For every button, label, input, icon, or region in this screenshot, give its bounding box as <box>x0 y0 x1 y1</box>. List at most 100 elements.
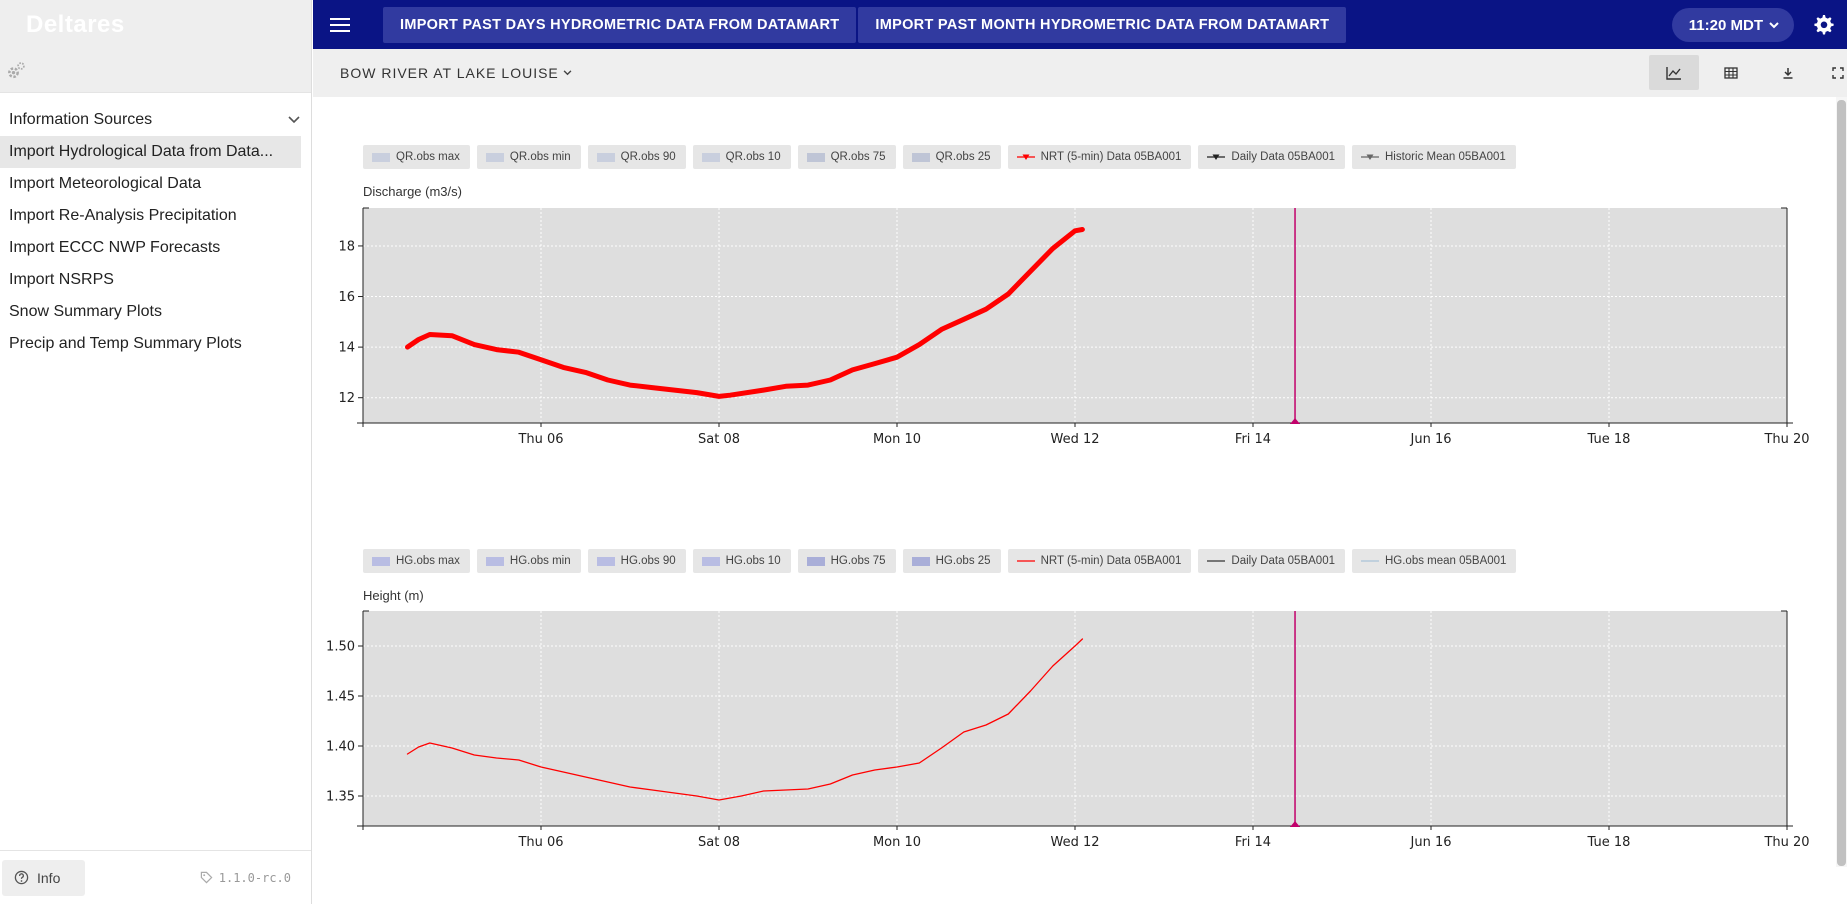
legend-item[interactable]: QR.obs 75 <box>797 145 896 169</box>
legend-item[interactable]: QR.obs 25 <box>902 145 1001 169</box>
menu-toggle-button[interactable] <box>318 0 362 49</box>
nrt-series-line <box>405 227 1085 399</box>
brand-name: Deltares <box>26 10 125 38</box>
x-tick-label: Jun 16 <box>1410 432 1452 447</box>
y-tick-label: 16 <box>338 290 355 305</box>
chevron-down-icon <box>563 70 572 76</box>
legend-item[interactable]: HG.obs 25 <box>902 549 1001 573</box>
legend-item[interactable]: HG.obs 75 <box>797 549 896 573</box>
x-tick-label: Mon 10 <box>873 432 921 447</box>
x-tick-label: Tue 18 <box>1587 835 1631 850</box>
help-circle-icon <box>14 870 29 885</box>
discharge-chart[interactable]: 12 14 16 18 Thu 06 Sat 08 Mon 10 Wed 12 Fri 14 Ju… <box>313 200 1843 490</box>
legend-swatch <box>485 556 504 566</box>
legend-item[interactable]: NRT (5-min) Data 05BA001 <box>1007 145 1192 169</box>
legend-item[interactable]: Daily Data 05BA001 <box>1198 145 1345 169</box>
sidebar-item-import-meteorological-data[interactable]: Import Meteorological Data <box>0 168 311 200</box>
sidebar-footer: Info 1.1.0-rc.0 <box>0 850 311 904</box>
legend-item[interactable]: NRT (5-min) Data 05BA001 <box>1007 549 1192 573</box>
nrt-series-line <box>406 638 1084 801</box>
legend-label: HG.obs 10 <box>725 555 781 567</box>
time-zone-selector[interactable]: 11:20 MDT <box>1671 8 1794 42</box>
import-past-month-button[interactable]: IMPORT PAST MONTH HYDROMETRIC DATA FROM … <box>858 6 1347 43</box>
legend-item[interactable]: QR.obs min <box>476 145 581 169</box>
legend-item[interactable]: HG.obs max <box>363 549 470 573</box>
legend-swatch <box>372 556 390 566</box>
legend-label: NRT (5-min) Data 05BA001 <box>1040 555 1182 567</box>
x-tick-label: Thu 20 <box>1763 835 1809 850</box>
legend-item[interactable]: QR.obs 90 <box>587 145 686 169</box>
legend-line-swatch <box>1207 154 1226 160</box>
info-button[interactable]: Info <box>2 859 85 896</box>
sidebar-item-precip-temp-summary-plots[interactable]: Precip and Temp Summary Plots <box>0 328 311 360</box>
x-tick-label: Wed 12 <box>1050 835 1099 850</box>
settings-gear-icon[interactable] <box>1811 13 1835 37</box>
download-button[interactable] <box>1763 55 1813 90</box>
x-tick-label: Mon 10 <box>873 835 921 850</box>
discharge-legend: QR.obs max QR.obs min QR.obs 90 QR.obs 10 QR… <box>363 145 1516 169</box>
legend-label: HG.obs min <box>509 555 571 567</box>
sidebar-item-label: Precip and Temp Summary Plots <box>9 335 242 352</box>
legend-label: Daily Data 05BA001 <box>1231 151 1335 163</box>
brand-logo[interactable]: Deltares <box>0 0 311 49</box>
legend-label: QR.obs max <box>396 151 460 163</box>
sidebar-item-import-nsrps[interactable]: Import NSRPS <box>0 264 311 296</box>
info-button-label: Info <box>37 869 61 886</box>
table-view-button[interactable] <box>1706 55 1756 90</box>
sidebar-item-snow-summary-plots[interactable]: Snow Summary Plots <box>0 296 311 328</box>
x-tick-label: Wed 12 <box>1050 432 1099 447</box>
gears-icon[interactable] <box>6 61 26 81</box>
legend-label: Historic Mean 05BA001 <box>1384 151 1506 163</box>
legend-line-swatch <box>1016 560 1035 562</box>
legend-item[interactable]: QR.obs max <box>363 145 470 169</box>
legend-swatch <box>701 556 720 566</box>
y-tick-label: 14 <box>338 341 355 356</box>
legend-swatch <box>485 152 504 162</box>
legend-item[interactable]: QR.obs 10 <box>692 145 791 169</box>
legend-item[interactable]: Daily Data 05BA001 <box>1198 549 1345 573</box>
y-tick-label: 1.45 <box>326 690 355 705</box>
legend-label: QR.obs 10 <box>725 151 781 163</box>
time-label: 11:20 MDT <box>1688 16 1763 34</box>
chart-view-button[interactable] <box>1649 55 1699 90</box>
scrollbar-thumb[interactable] <box>1837 100 1846 866</box>
location-selector[interactable]: BOW RIVER AT LAKE LOUISE <box>340 65 572 81</box>
y-tick-label: 1.40 <box>326 740 355 755</box>
legend-label: QR.obs min <box>509 151 571 163</box>
legend-swatch <box>806 152 825 162</box>
sidebar-item-import-hydrological-data[interactable]: Import Hydrological Data from Data... <box>0 136 301 168</box>
x-tick-label: Sat 08 <box>698 432 740 447</box>
fullscreen-button[interactable] <box>1813 55 1847 90</box>
height-chart[interactable]: 1.35 1.40 1.45 1.50 Thu 06 Sat 08 Mon 10 Wed 12… <box>313 604 1843 899</box>
now-marker-handle[interactable] <box>1290 821 1301 827</box>
legend-item[interactable]: HG.obs 10 <box>692 549 791 573</box>
y-tick-label: 1.35 <box>326 790 355 805</box>
now-marker-handle[interactable] <box>1290 418 1301 424</box>
table-icon <box>1724 66 1738 79</box>
legend-label: NRT (5-min) Data 05BA001 <box>1040 151 1182 163</box>
download-icon <box>1783 67 1793 79</box>
legend-line-swatch <box>1207 560 1226 562</box>
legend-item[interactable]: HG.obs min <box>476 549 581 573</box>
legend-item[interactable]: Historic Mean 05BA001 <box>1351 145 1516 169</box>
location-label: BOW RIVER AT LAKE LOUISE <box>340 65 559 81</box>
plot-background <box>363 208 1787 423</box>
x-tick-label: Fri 14 <box>1235 835 1271 850</box>
sidebar-settings-row <box>0 49 311 93</box>
legend-item[interactable]: HG.obs 90 <box>587 549 686 573</box>
sidebar-item-import-eccc-nwp-forecasts[interactable]: Import ECCC NWP Forecasts <box>0 232 311 264</box>
sidebar-item-label: Import Re-Analysis Precipitation <box>9 207 237 224</box>
legend-line-swatch <box>1016 154 1035 160</box>
sidebar-item-import-reanalysis-precipitation[interactable]: Import Re-Analysis Precipitation <box>0 200 311 232</box>
x-tick-label: Thu 06 <box>517 835 563 850</box>
import-past-days-button[interactable]: IMPORT PAST DAYS HYDROMETRIC DATA FROM D… <box>383 6 857 43</box>
height-axis-title: Height (m) <box>363 588 424 603</box>
legend-item[interactable]: HG.obs mean 05BA001 <box>1351 549 1517 573</box>
menu-group-information-sources[interactable]: Information Sources <box>0 104 311 136</box>
legend-swatch <box>596 556 615 566</box>
x-tick-label: Sat 08 <box>698 835 740 850</box>
y-tick-label: 1.50 <box>326 640 355 655</box>
version-label: 1.1.0-rc.0 <box>218 870 291 885</box>
legend-label: HG.obs 75 <box>830 555 886 567</box>
discharge-axis-title: Discharge (m3/s) <box>363 184 462 199</box>
